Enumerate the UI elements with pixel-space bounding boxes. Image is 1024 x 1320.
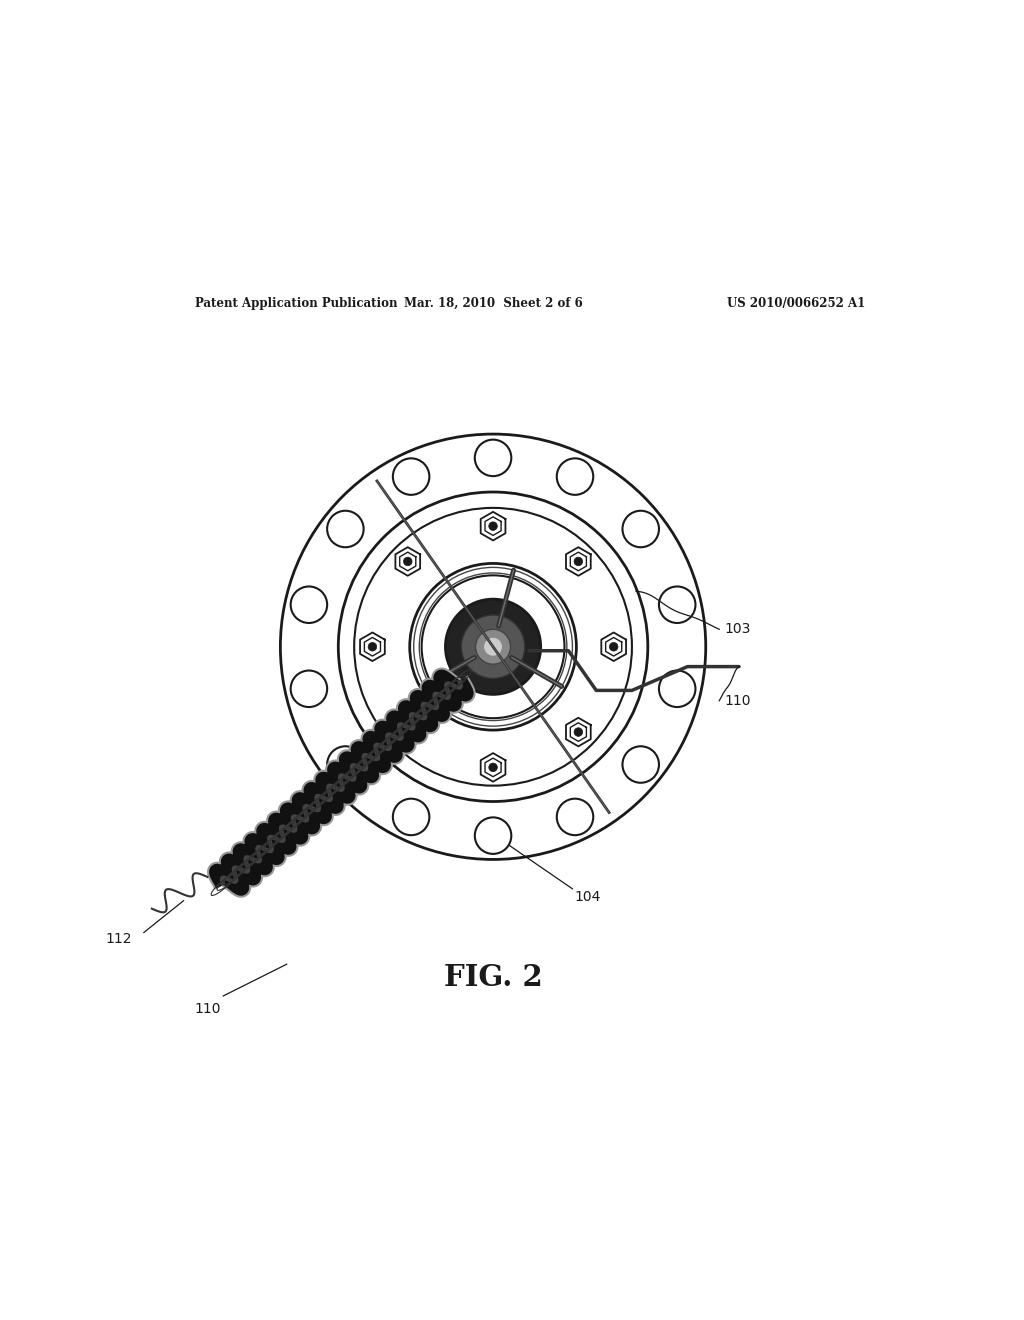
Circle shape [623,746,659,783]
Circle shape [281,434,706,859]
Circle shape [327,511,364,548]
Polygon shape [480,512,506,540]
Circle shape [557,799,593,836]
Circle shape [475,630,511,664]
Circle shape [461,615,525,678]
Circle shape [338,492,648,801]
Circle shape [609,643,617,651]
Circle shape [393,458,429,495]
Circle shape [475,440,511,477]
Circle shape [403,727,412,737]
Polygon shape [601,632,626,661]
Text: 110: 110 [725,694,752,708]
Circle shape [623,511,659,548]
Circle shape [488,763,498,772]
Circle shape [483,638,503,656]
Circle shape [410,564,577,730]
Circle shape [354,508,632,785]
Circle shape [327,746,364,783]
Circle shape [659,671,695,708]
Circle shape [475,817,511,854]
Polygon shape [566,718,591,746]
Text: Patent Application Publication: Patent Application Publication [196,297,398,310]
Text: 110: 110 [195,1002,220,1016]
Polygon shape [480,754,506,781]
Circle shape [393,799,429,836]
Circle shape [574,727,583,737]
Circle shape [369,643,377,651]
Circle shape [488,521,498,531]
Polygon shape [395,548,420,576]
Polygon shape [360,632,385,661]
Circle shape [557,458,593,495]
Circle shape [445,599,541,694]
Text: 103: 103 [725,622,752,636]
Circle shape [291,586,327,623]
Text: FIG. 2: FIG. 2 [443,964,543,993]
Circle shape [291,671,327,708]
Polygon shape [395,718,420,746]
Text: 112: 112 [105,932,132,946]
Text: 104: 104 [574,890,601,904]
Text: Mar. 18, 2010  Sheet 2 of 6: Mar. 18, 2010 Sheet 2 of 6 [403,297,583,310]
Circle shape [403,557,412,566]
Circle shape [422,576,564,718]
Text: US 2010/0066252 A1: US 2010/0066252 A1 [727,297,865,310]
Polygon shape [566,548,591,576]
Circle shape [659,586,695,623]
Circle shape [574,557,583,566]
